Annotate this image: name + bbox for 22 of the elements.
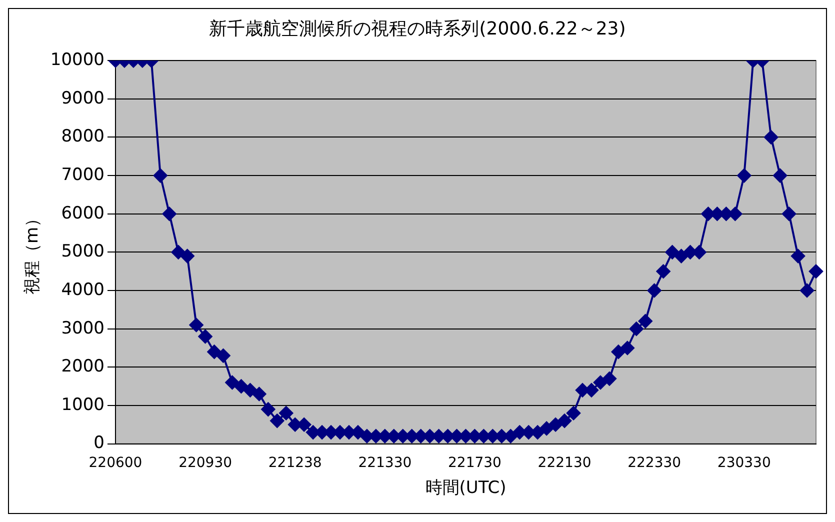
y-tick-label: 9000 xyxy=(61,88,104,108)
x-tick-label: 221730 xyxy=(448,454,502,471)
y-tick-label: 5000 xyxy=(61,242,104,262)
y-tick-label: 8000 xyxy=(61,126,104,147)
y-axis-title: 視程（m） xyxy=(22,210,43,294)
x-tick-label: 221238 xyxy=(268,454,322,471)
chart-title: 新千歳航空測候所の視程の時系列(2000.6.22～23) xyxy=(209,18,626,40)
y-tick-label: 3000 xyxy=(61,318,104,338)
y-tick-label: 1000 xyxy=(61,394,104,415)
x-tick-label: 222330 xyxy=(628,454,682,471)
y-tick-label: 6000 xyxy=(61,203,104,224)
x-tick-label: 220930 xyxy=(178,454,232,471)
y-tick-label: 0 xyxy=(94,433,104,454)
x-tick-label: 221330 xyxy=(358,454,412,471)
y-tick-label: 7000 xyxy=(61,164,104,185)
y-tick-label: 10000 xyxy=(50,50,104,70)
x-tick-label: 220600 xyxy=(88,454,142,471)
y-tick-label: 2000 xyxy=(61,356,104,377)
x-tick-label: 222130 xyxy=(538,454,592,471)
y-tick-label: 4000 xyxy=(61,280,104,300)
x-axis-title: 時間(UTC) xyxy=(425,478,506,498)
x-tick-label: 230330 xyxy=(717,454,771,471)
